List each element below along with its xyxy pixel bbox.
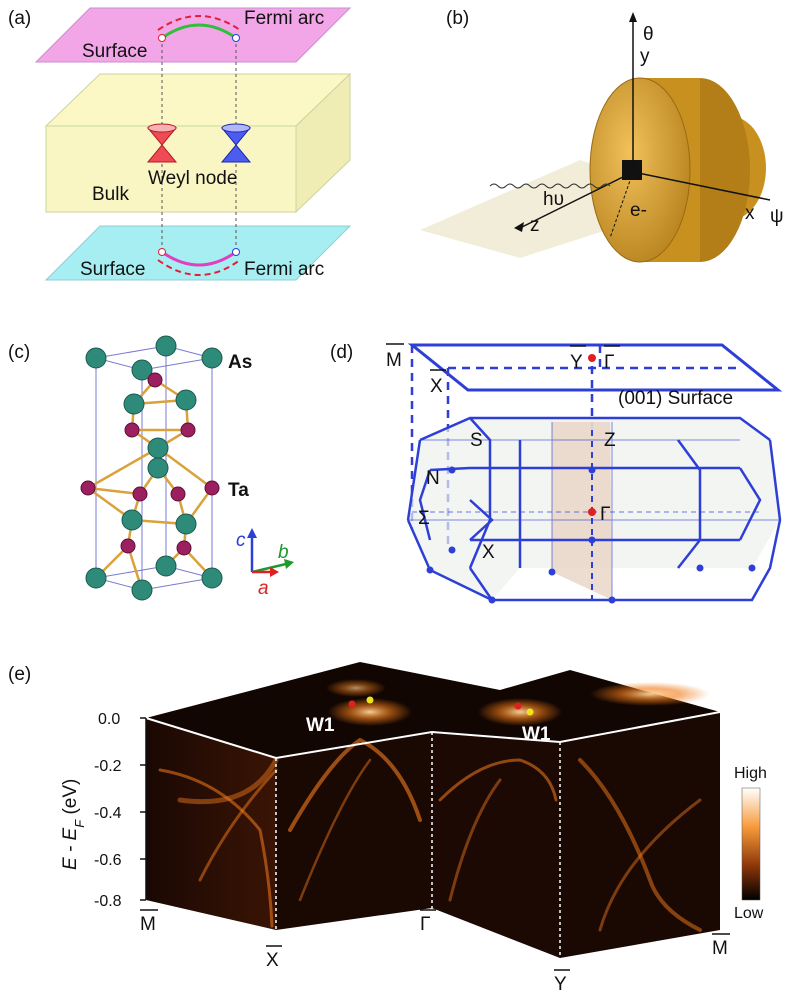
- colorbar: High Low: [734, 765, 767, 922]
- arc-end-red-top: [158, 34, 166, 42]
- x-point-label: X: [482, 542, 495, 563]
- bulk-bz: [406, 354, 782, 604]
- w1-label-right: W1: [522, 724, 551, 745]
- panel-a-label: (a): [8, 8, 31, 29]
- pocket-glow-top: [326, 679, 386, 697]
- arc-end-red-bottom: [158, 248, 166, 256]
- x-axis-label: x: [745, 203, 755, 224]
- cut-face-gamma-y: [432, 732, 560, 958]
- bulk-label: Bulk: [92, 184, 129, 205]
- weyl-cone-blue: [220, 123, 252, 163]
- surface-top-label: Surface: [82, 41, 147, 62]
- panel-b-label: (b): [446, 8, 469, 29]
- band-dispersions: [158, 737, 702, 932]
- fermi-arc-top: [161, 23, 237, 40]
- ta-label: Ta: [228, 480, 249, 501]
- surface-bottom-label: Surface: [80, 259, 145, 280]
- axis-c-label: c: [236, 530, 246, 551]
- panel-e: (e): [8, 662, 767, 995]
- cut-face-y-m: [560, 712, 720, 958]
- hv-label: hυ: [543, 189, 564, 210]
- theta-label: θ: [643, 24, 654, 45]
- weyl-point-yellow-right: [526, 708, 534, 716]
- arc-end-blue-bottom: [232, 248, 240, 256]
- gamma-label: Γ: [600, 504, 610, 525]
- cut-face-m-x: [146, 718, 276, 930]
- fermi-arc-top-label: Fermi arc: [244, 8, 324, 29]
- colorbar-low-label: Low: [734, 905, 764, 922]
- y-bar-label: Y: [570, 352, 583, 373]
- ytick-3: -0.6: [94, 852, 122, 869]
- panel-d-label: (d): [330, 342, 353, 363]
- as-label: As: [228, 352, 252, 373]
- x-axis: [632, 171, 771, 201]
- fermi-arc-bottom-label: Fermi arc: [244, 259, 324, 280]
- electron-label: e-: [630, 200, 647, 221]
- panel-d: (d): [330, 342, 783, 604]
- y-axis-label: y: [640, 46, 650, 67]
- ytick-0: 0.0: [98, 711, 120, 728]
- k-label-y: Y: [554, 974, 567, 995]
- pocket-glow-right: [478, 698, 562, 726]
- surface-top-plane: [34, 7, 352, 63]
- fermi-arc-top-arrow: [157, 15, 241, 31]
- m-bar-label: M: [386, 350, 402, 371]
- z-axis-label: z: [530, 215, 540, 236]
- surface-label: (001) Surface: [618, 388, 733, 409]
- weyl-cone-red: [146, 123, 178, 163]
- gamma-bar-label: Γ: [604, 352, 614, 373]
- k-path-labels: M X Γ Y M: [140, 909, 730, 995]
- panel-e-label: (e): [8, 664, 31, 685]
- ytick-4: -0.8: [94, 893, 122, 910]
- n-label: N: [426, 468, 440, 489]
- weyl-node-label: Weyl node: [148, 168, 237, 189]
- pocket-glow-corner: [590, 682, 710, 706]
- s-label: S: [470, 430, 483, 451]
- psi-label: ψ: [770, 206, 784, 227]
- z-axis: [519, 171, 634, 229]
- arc-end-blue-top: [232, 34, 240, 42]
- electron-path: [609, 171, 634, 239]
- k-label-x: X: [266, 950, 279, 971]
- energy-axis: 0.0 -0.2 -0.4 -0.6 -0.8 E - EF (eV): [60, 711, 147, 910]
- axis-b-label: b: [278, 542, 289, 563]
- z-label: Z: [604, 430, 616, 451]
- k-label-m-right: M: [712, 938, 728, 959]
- colorbar-high-label: High: [734, 765, 767, 782]
- sample-square: [622, 160, 642, 180]
- energy-axis-label: E - EF (eV): [60, 779, 87, 870]
- surface-bz: [407, 343, 783, 392]
- lattice-axes: [247, 528, 294, 577]
- panel-c: (c): [8, 335, 294, 601]
- ytick-2: -0.4: [94, 805, 122, 822]
- bonds: [87, 378, 214, 591]
- axis-a-label: a: [258, 578, 269, 599]
- bulk-side-face: [295, 72, 351, 214]
- sigma-label: Σ: [418, 508, 430, 529]
- panel-a: (a) Fermi arc Surface: [8, 7, 352, 281]
- fermi-arc-bottom: [161, 250, 237, 267]
- as-atoms: [85, 335, 223, 601]
- cube-dashed-edges: [275, 732, 561, 958]
- panel-b: (b) θ y hυ z e- x ψ: [420, 8, 784, 263]
- weyl-point-yellow-left: [366, 696, 374, 704]
- surface-bottom-plane: [44, 225, 352, 281]
- x-bar-label: X: [430, 376, 443, 397]
- ytick-1: -0.2: [94, 758, 122, 775]
- k-label-m-left: M: [140, 914, 156, 935]
- fermi-arc-bottom-arrow: [157, 259, 241, 276]
- w1-label-left: W1: [306, 715, 335, 736]
- fermi-surface-map: [146, 662, 720, 758]
- panel-c-label: (c): [8, 342, 30, 363]
- weyl-point-red-left: [348, 700, 356, 708]
- weyl-point-red-right: [514, 702, 522, 710]
- photon-wave: [489, 183, 611, 189]
- k-label-gamma: Γ: [420, 914, 430, 935]
- cut-face-x-gamma: [276, 732, 432, 930]
- ta-atoms: [80, 372, 220, 556]
